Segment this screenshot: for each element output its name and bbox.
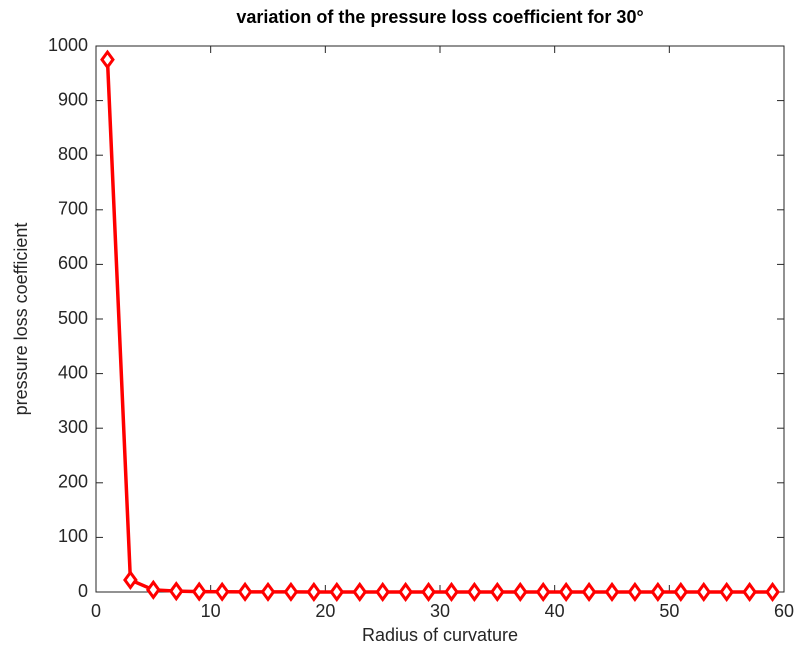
x-tick-label: 40 [545,601,565,621]
data-marker [145,579,161,600]
data-marker [696,581,712,602]
data-marker [604,581,620,602]
data-marker [467,581,482,602]
data-marker [581,581,597,602]
y-tick-label: 700 [58,199,88,219]
data-marker [352,581,368,602]
data-marker [719,581,735,602]
data-marker [237,581,253,602]
y-tick-label: 200 [58,472,88,492]
data-marker [168,581,184,602]
data-marker [444,581,459,602]
x-tick-label: 50 [659,601,679,621]
data-marker [512,581,528,602]
data-marker [260,581,276,602]
y-tick-label: 0 [78,581,88,601]
data-marker [283,581,299,602]
y-tick-label: 800 [58,144,88,164]
y-tick-label: 100 [58,526,88,546]
data-marker [650,581,666,602]
y-axis-label: pressure loss coefficient [11,223,31,416]
x-axis-label: Radius of curvature [362,625,518,645]
data-marker [421,581,436,602]
y-tick-label: 300 [58,417,88,437]
x-tick-label: 60 [774,601,794,621]
x-tick-label: 10 [201,601,221,621]
y-tick-label: 1000 [48,35,88,55]
x-tick-label: 0 [91,601,101,621]
data-marker [123,569,138,591]
data-marker [558,581,574,602]
data-marker [306,581,322,602]
chart-title: variation of the pressure loss coefficie… [236,7,643,27]
data-marker [627,581,643,602]
data-marker [329,581,345,602]
y-tick-label: 400 [58,362,88,382]
x-tick-label: 20 [315,601,335,621]
data-marker [765,581,780,602]
data-marker [535,581,551,602]
data-marker [742,581,757,602]
data-marker [398,581,413,602]
data-marker [489,581,505,602]
data-marker [214,581,230,602]
data-marker [375,581,391,602]
data-marker [673,581,689,602]
data-marker [100,49,115,70]
x-tick-label: 30 [430,601,450,621]
y-tick-label: 500 [58,308,88,328]
data-marker [191,581,207,602]
y-tick-label: 900 [58,89,88,109]
y-tick-label: 600 [58,253,88,273]
